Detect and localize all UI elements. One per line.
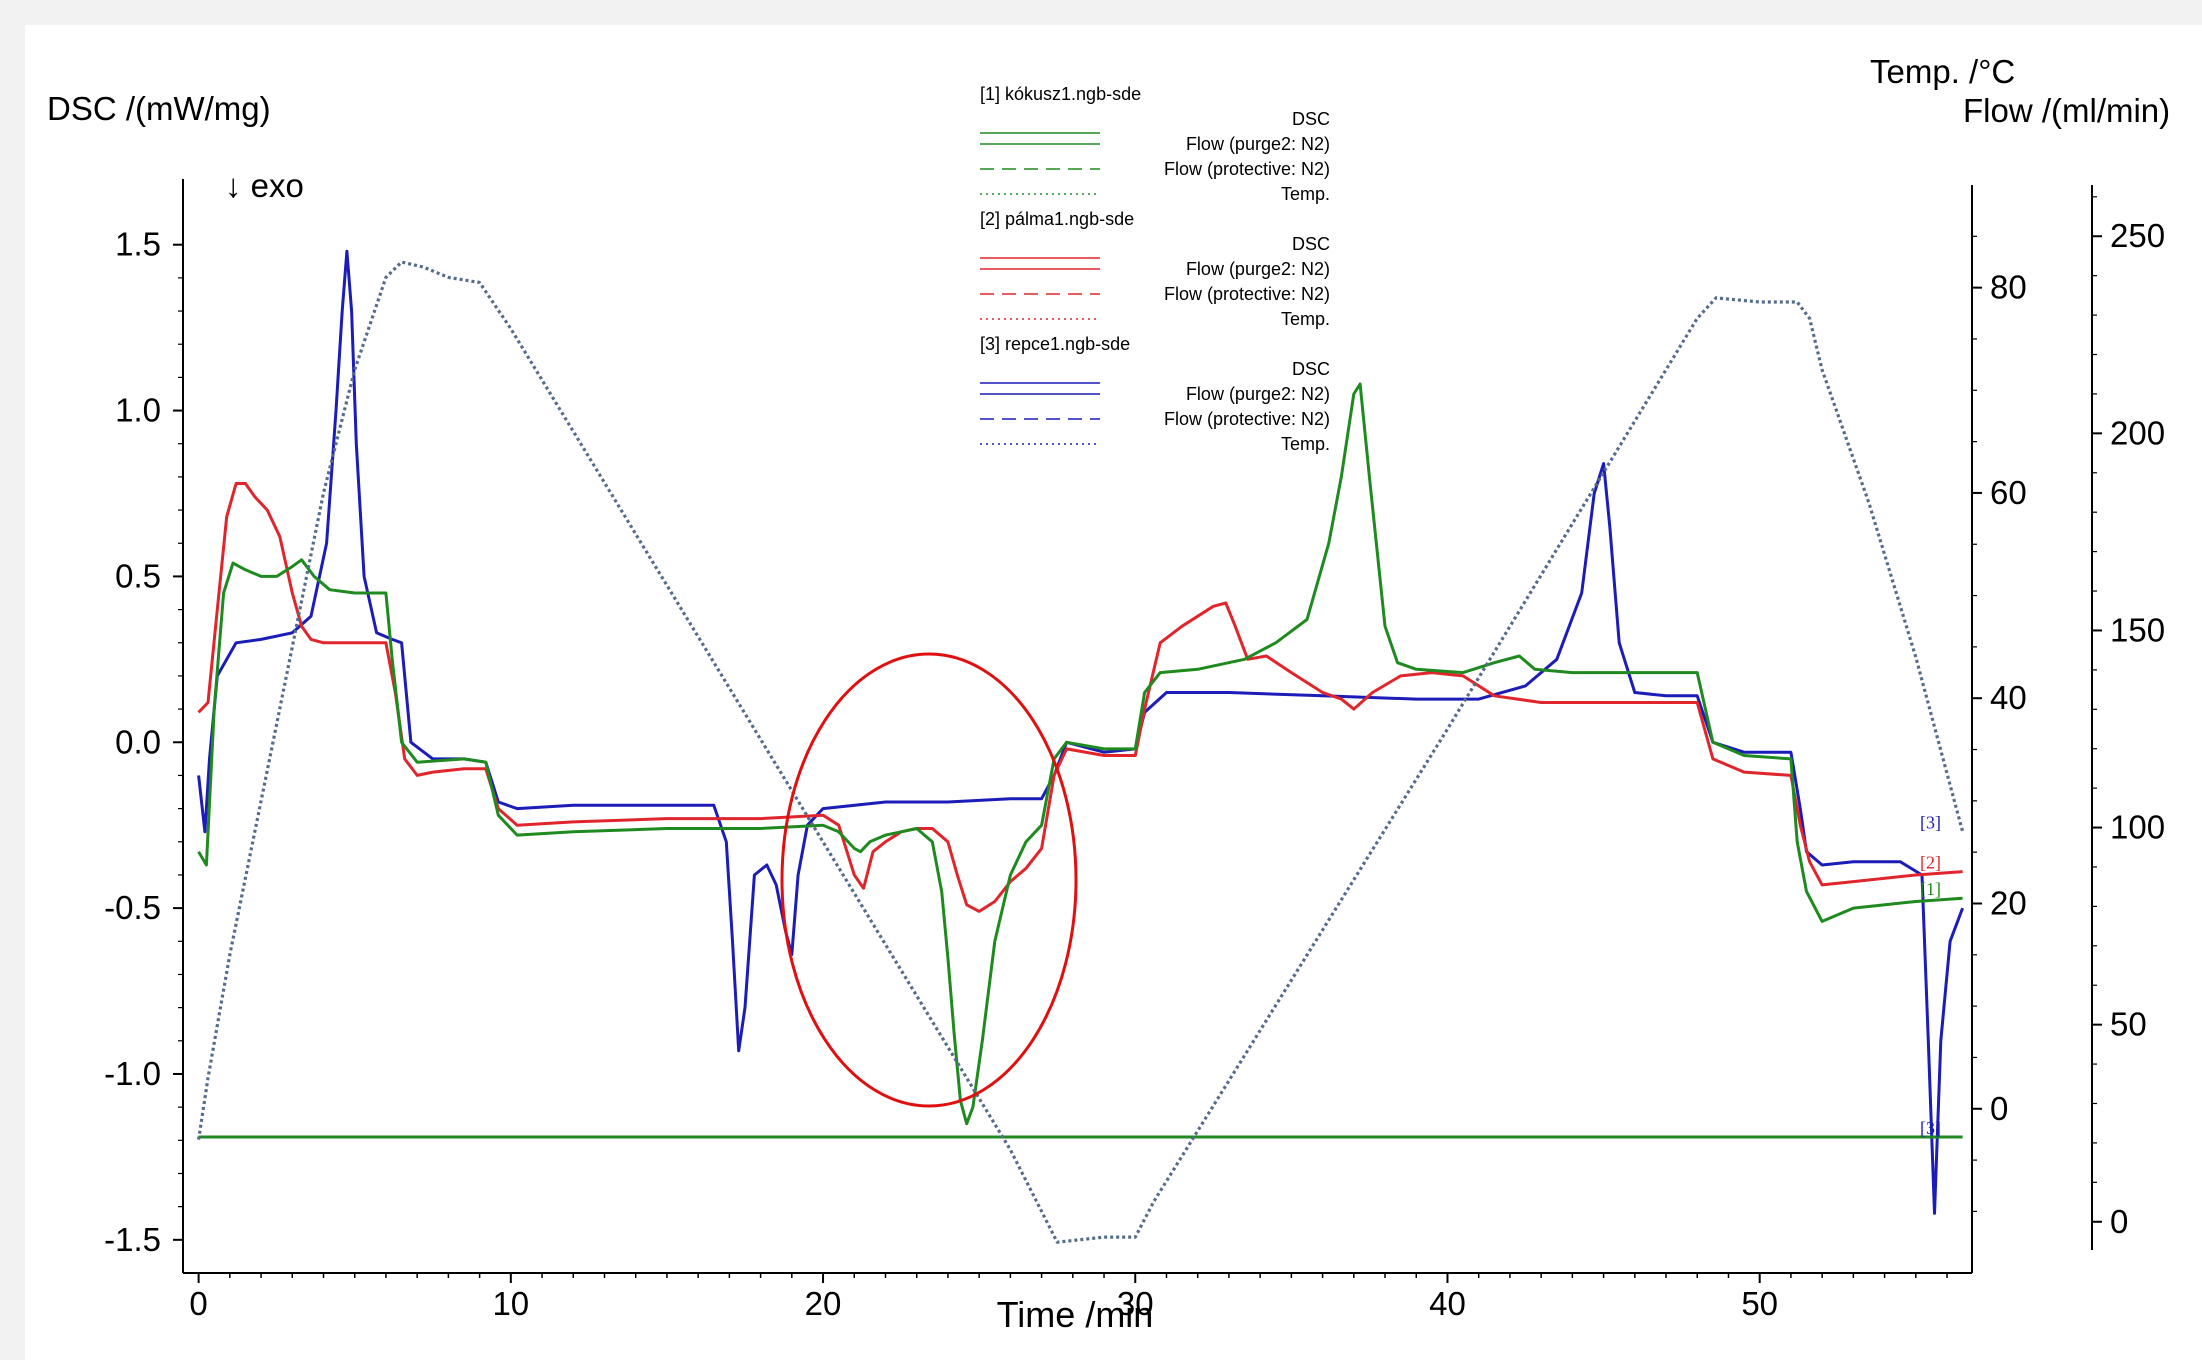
y-flow-tick-label: 0: [2110, 1203, 2128, 1240]
y-left-tick-label: 0.0: [115, 723, 161, 760]
y-flow-tick-label: 200: [2110, 414, 2165, 451]
y-temp-tick-label: 0: [1990, 1090, 2008, 1127]
chart-frame: DSC /(mW/mg) ↓ exo Temp. /°C Flow /(ml/m…: [25, 25, 2202, 1360]
end-marker: [3]: [1920, 812, 1941, 832]
y-temp-tick-label: 80: [1990, 269, 2027, 306]
series-line-4: [197, 260, 1965, 1244]
series-line-1: [197, 482, 1963, 913]
legend-file: [3] repce1.ngb-sde: [980, 334, 1130, 354]
data-series: [197, 249, 1965, 1244]
y-temp-tick-label: 60: [1990, 474, 2027, 511]
x-tick-label: 10: [492, 1285, 529, 1322]
legend-entry: Flow (purge2: N2): [1186, 134, 1330, 154]
x-axis-label: Time /min: [997, 1294, 1154, 1335]
y-axis-left-label: DSC /(mW/mg): [47, 90, 271, 127]
y-axis-flow-label: Flow /(ml/min): [1963, 92, 2170, 129]
legend-entry: Flow (purge2: N2): [1186, 259, 1330, 279]
y-left-tick-label: 1.5: [115, 226, 161, 263]
legend-entry: DSC: [1292, 109, 1330, 129]
legend-entry: Flow (protective: N2): [1164, 159, 1330, 179]
x-tick-label: 30: [1117, 1285, 1154, 1322]
x-tick-label: 50: [1741, 1285, 1778, 1322]
y-temp-tick-label: 40: [1990, 679, 2027, 716]
legend-entry: Flow (protective: N2): [1164, 409, 1330, 429]
y-flow-tick-label: 150: [2110, 611, 2165, 648]
end-markers: [3] [2] [1] [3]: [1920, 812, 1941, 1138]
y-flow-tick-label: 250: [2110, 217, 2165, 254]
end-marker: [2]: [1920, 853, 1941, 873]
x-tick-label: 20: [805, 1285, 842, 1322]
y-temp-tick-label: 20: [1990, 884, 2027, 921]
y-left-tick-label: 1.0: [115, 392, 161, 429]
y-left-tick-label: -1.5: [104, 1221, 161, 1258]
y-flow-tick-label: 50: [2110, 1006, 2147, 1043]
end-marker: [3]: [1920, 1118, 1941, 1138]
y-left-tick-label: 0.5: [115, 557, 161, 594]
legend-entry: Flow (protective: N2): [1164, 284, 1330, 304]
y-flow-tick-label: 100: [2110, 809, 2165, 846]
axis-ticks: 0 10 20 30 40 50 1.5 1.0 0.5 0.0 -0.5 -1.0 -1.5 80 60 4…: [104, 196, 2165, 1322]
y-left-tick-label: -1.0: [104, 1055, 161, 1092]
series-line-2: [197, 382, 1963, 1126]
legend-entry: DSC: [1292, 359, 1330, 379]
dsc-chart: DSC /(mW/mg) ↓ exo Temp. /°C Flow /(ml/m…: [47, 53, 2170, 1335]
series-line-0: [197, 249, 1965, 1215]
legend-file: [2] pálma1.ngb-sde: [980, 209, 1134, 229]
exo-label: ↓ exo: [225, 167, 304, 204]
y-axis-temp-label: Temp. /°C: [1870, 53, 2015, 90]
legend-entry: Temp.: [1281, 434, 1330, 454]
legend-entry: Temp.: [1281, 309, 1330, 329]
end-marker: [1]: [1920, 879, 1941, 899]
x-tick-label: 0: [189, 1285, 207, 1322]
highlight-ellipse: [780, 652, 1078, 1108]
x-tick-label: 40: [1429, 1285, 1466, 1322]
legend-entry: Temp.: [1281, 184, 1330, 204]
legend-file: [1] kókusz1.ngb-sde: [980, 84, 1141, 104]
y-left-tick-label: -0.5: [104, 889, 161, 926]
legend-entry: DSC: [1292, 234, 1330, 254]
legend: [1] kókusz1.ngb-sde DSC Flow (purge2: N2) F…: [980, 84, 1330, 454]
legend-entry: Flow (purge2: N2): [1186, 384, 1330, 404]
